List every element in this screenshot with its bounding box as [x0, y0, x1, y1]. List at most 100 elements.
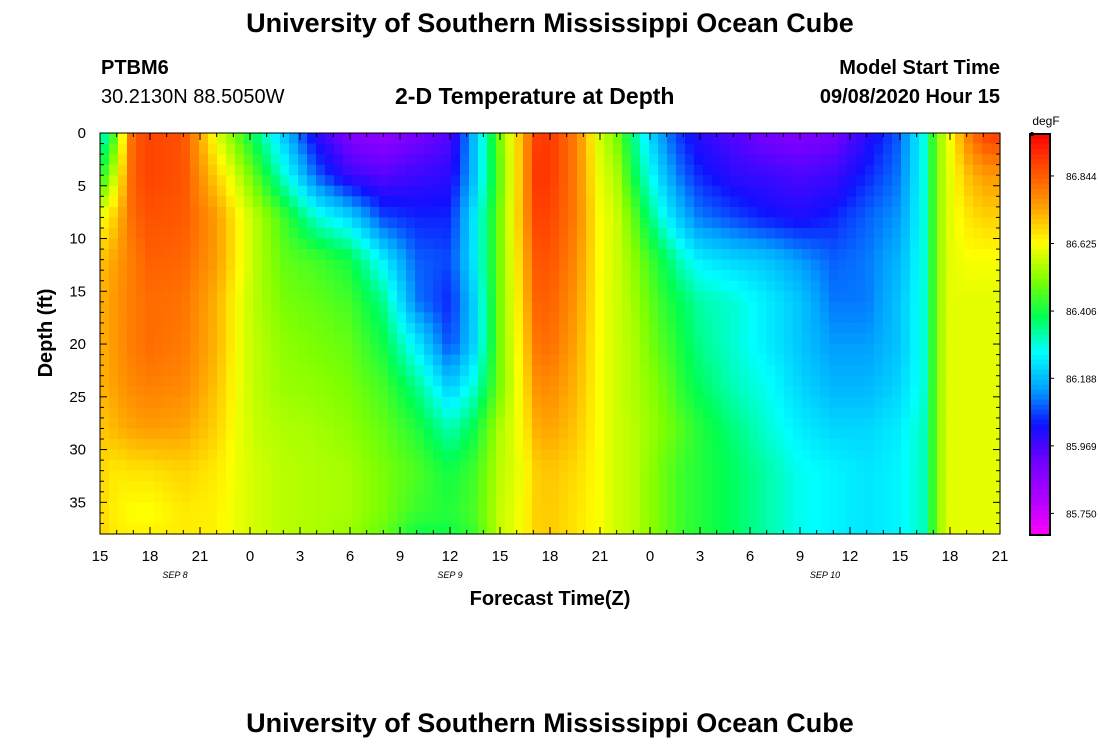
heatmap-cell	[847, 470, 857, 482]
heatmap-cell	[640, 322, 650, 335]
heatmap-cell	[181, 481, 191, 493]
heatmap-cell	[262, 322, 272, 335]
colorbar-top-marker	[1030, 132, 1034, 136]
heatmap-cell	[775, 301, 785, 313]
heatmap-cell	[631, 185, 641, 197]
heatmap-cell	[109, 439, 119, 451]
heatmap-cell	[766, 259, 776, 271]
heatmap-cell	[892, 280, 902, 292]
heatmap-cell	[244, 470, 254, 482]
heatmap-cell	[973, 523, 983, 535]
heatmap-cell	[748, 249, 758, 261]
heatmap-cell	[181, 365, 191, 377]
heatmap-cell	[316, 259, 326, 271]
heatmap-cell	[595, 407, 605, 419]
heatmap-cell	[433, 206, 443, 219]
heatmap-cell	[316, 417, 326, 430]
heatmap-cell	[271, 523, 281, 535]
heatmap-cell	[703, 291, 713, 303]
heatmap-cell	[181, 185, 191, 197]
heatmap-cell	[946, 238, 956, 250]
heatmap-cell	[190, 470, 200, 482]
heatmap-cell	[532, 512, 542, 525]
heatmap-cell	[793, 259, 803, 271]
heatmap-cell	[172, 291, 182, 303]
heatmap-cell	[730, 143, 740, 155]
heatmap-cell	[964, 154, 974, 166]
heatmap-cell	[559, 333, 569, 345]
heatmap-cell	[721, 280, 731, 292]
heatmap-cell	[820, 344, 830, 356]
heatmap-cell	[856, 481, 866, 493]
heatmap-cell	[226, 417, 236, 430]
heatmap-cell	[406, 154, 416, 166]
heatmap-cell	[568, 217, 578, 229]
heatmap-cell	[766, 280, 776, 292]
heatmap-cell	[937, 227, 947, 240]
heatmap-cell	[478, 344, 488, 356]
heatmap-cell	[136, 354, 146, 366]
heatmap-cell	[667, 175, 677, 187]
heatmap-cell	[928, 460, 938, 472]
heatmap-cell	[532, 481, 542, 493]
heatmap-cell	[469, 386, 479, 398]
heatmap-cell	[676, 196, 686, 208]
heatmap-cell	[460, 301, 470, 313]
heatmap-cell	[415, 227, 425, 240]
heatmap-cell	[757, 301, 767, 313]
heatmap-cell	[433, 354, 443, 366]
heatmap-cell	[559, 365, 569, 377]
heatmap-cell	[577, 322, 587, 335]
heatmap-cell	[964, 491, 974, 503]
heatmap-cell	[991, 249, 1001, 261]
heatmap-cell	[613, 407, 623, 419]
heatmap-cell	[820, 491, 830, 503]
heatmap-cell	[271, 280, 281, 292]
heatmap-cell	[235, 312, 245, 324]
heatmap-cell	[388, 386, 398, 398]
heatmap-cell	[550, 481, 560, 493]
heatmap-cell	[199, 407, 209, 419]
heatmap-cell	[442, 396, 452, 408]
heatmap-cell	[874, 238, 884, 250]
heatmap-cell	[739, 259, 749, 271]
heatmap-cell	[388, 227, 398, 240]
heatmap-cell	[496, 365, 506, 377]
heatmap-cell	[523, 512, 533, 525]
heatmap-cell	[298, 196, 308, 208]
heatmap-cell	[406, 407, 416, 419]
heatmap-cell	[640, 333, 650, 345]
heatmap-cell	[262, 428, 272, 440]
heatmap-cell	[460, 428, 470, 440]
heatmap-cell	[946, 491, 956, 503]
heatmap-cell	[343, 460, 353, 472]
heatmap-cell	[505, 460, 515, 472]
heatmap-cell	[298, 449, 308, 461]
heatmap-cell	[631, 523, 641, 535]
heatmap-cell	[136, 312, 146, 324]
heatmap-cell	[127, 396, 137, 408]
heatmap-cell	[865, 481, 875, 493]
heatmap-cell	[775, 291, 785, 303]
heatmap-cell	[595, 217, 605, 229]
colorbar-segment	[1030, 509, 1050, 516]
heatmap-cell	[901, 344, 911, 356]
heatmap-cell	[316, 365, 326, 377]
heatmap-cell	[199, 164, 209, 176]
heatmap-cell	[532, 175, 542, 187]
heatmap-cell	[334, 238, 344, 250]
heatmap-cell	[145, 196, 155, 208]
heatmap-cell	[217, 460, 227, 472]
heatmap-cell	[145, 354, 155, 366]
heatmap-cell	[883, 143, 893, 155]
heatmap-cell	[352, 417, 362, 430]
heatmap-cell	[694, 333, 704, 345]
heatmap-cell	[532, 407, 542, 419]
heatmap-cell	[649, 133, 659, 145]
colorbar-segment	[1030, 329, 1050, 336]
heatmap-cell	[262, 344, 272, 356]
colorbar-segment	[1030, 479, 1050, 486]
heatmap-cell	[703, 185, 713, 197]
heatmap-cell	[802, 175, 812, 187]
heatmap-cell	[307, 512, 317, 525]
